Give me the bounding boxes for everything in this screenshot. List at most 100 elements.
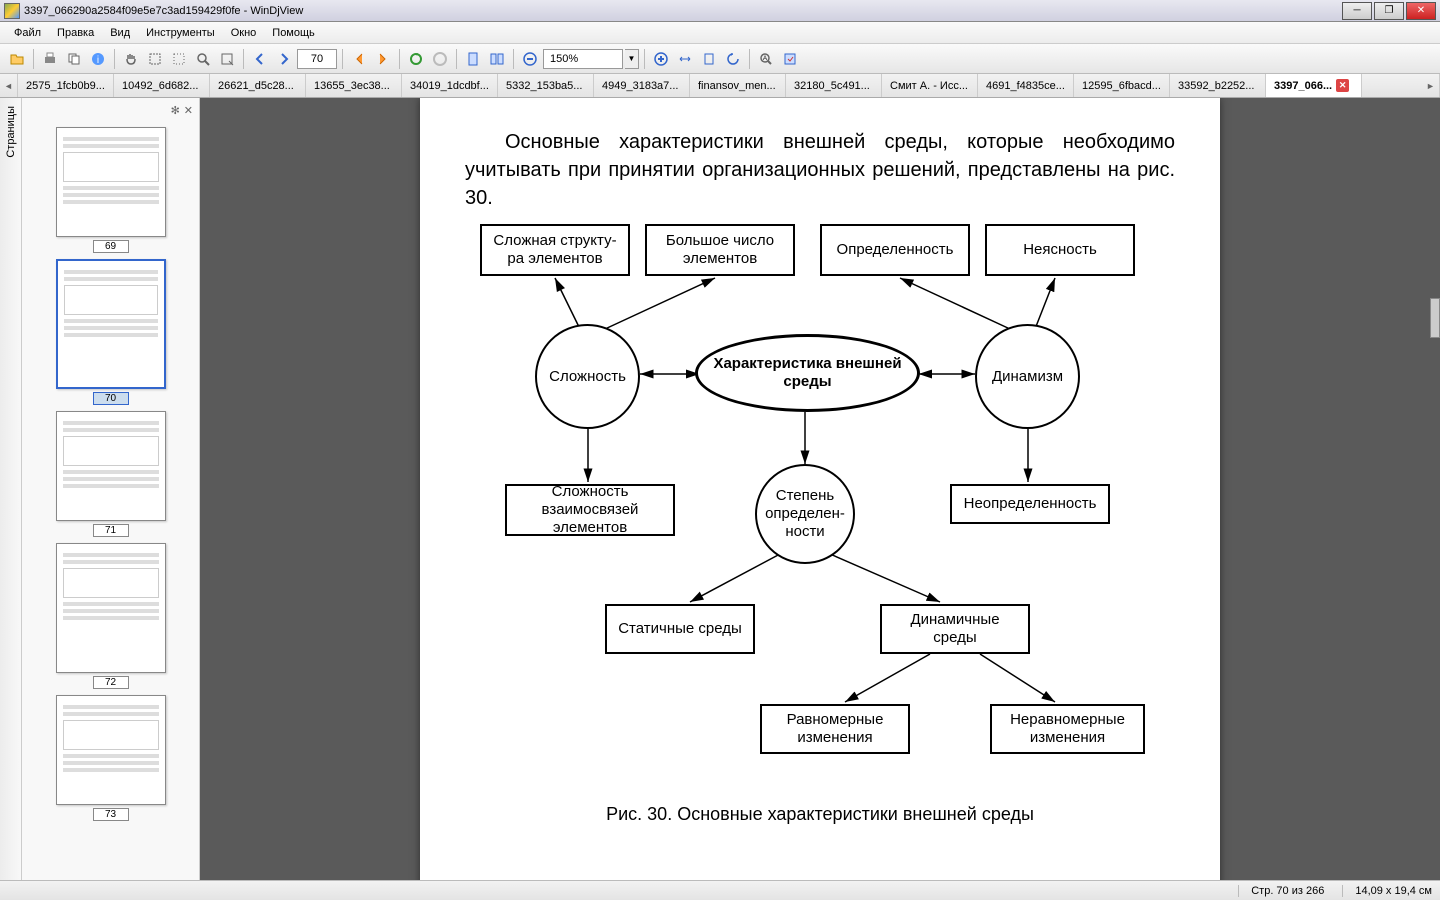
titlebar: 3397_066290a2584f09e5e7c3ad159429f0fe - … <box>0 0 1440 22</box>
find-button[interactable]: A <box>755 48 777 70</box>
menubar: Файл Правка Вид Инструменты Окно Помощь <box>0 22 1440 44</box>
tab-item[interactable]: 13655_3ec38... <box>306 74 402 97</box>
menu-edit[interactable]: Правка <box>49 24 102 42</box>
status-page: Стр. 70 из 266 <box>1238 885 1324 897</box>
menu-window[interactable]: Окно <box>223 24 265 42</box>
minimize-button[interactable]: ─ <box>1342 2 1372 20</box>
tab-item[interactable]: finansov_men... <box>690 74 786 97</box>
maximize-button[interactable]: ❐ <box>1374 2 1404 20</box>
diagram-node: Сложность <box>535 324 640 429</box>
diagram-node: Динамизм <box>975 324 1080 429</box>
print-button[interactable] <box>39 48 61 70</box>
svg-text:A: A <box>763 56 767 62</box>
tab-item[interactable]: 12595_6fbacd... <box>1074 74 1170 97</box>
zoom-input[interactable]: 150% <box>543 49 623 69</box>
diagram-node: Степень определен­ности <box>755 464 855 564</box>
main-area: Страницы ✻ ✕ 69 70 71 72 73 Основные характе… <box>0 98 1440 880</box>
thumbnail[interactable]: 69 <box>56 127 166 253</box>
copy-button[interactable] <box>63 48 85 70</box>
viewer-splitter[interactable] <box>1430 298 1440 338</box>
zoom-in-button[interactable] <box>650 48 672 70</box>
tab-item[interactable]: 3397_066...✕ <box>1266 74 1362 97</box>
tab-item[interactable]: 32180_5c491... <box>786 74 882 97</box>
fit-width-button[interactable] <box>674 48 696 70</box>
app-icon <box>4 3 20 19</box>
select-tool-button[interactable] <box>144 48 166 70</box>
open-button[interactable] <box>6 48 28 70</box>
zoom-dropdown[interactable]: ▼ <box>625 49 639 69</box>
thumbnail-label: 69 <box>93 240 129 253</box>
snapshot-tool-button[interactable] <box>216 48 238 70</box>
gear-icon[interactable]: ✻ <box>171 104 180 117</box>
diagram-node: Неясность <box>985 224 1135 276</box>
page-input[interactable] <box>297 49 337 69</box>
thumbnail-label: 72 <box>93 676 129 689</box>
statusbar: Стр. 70 из 266 14,09 x 19,4 см <box>0 880 1440 900</box>
window-title: 3397_066290a2584f09e5e7c3ad159429f0fe - … <box>24 5 1342 17</box>
tab-close-icon[interactable]: ✕ <box>1336 79 1349 92</box>
prev-page-button[interactable] <box>249 48 271 70</box>
diagram-node: Сложность взаимосвя­зей элементов <box>505 484 675 536</box>
magnify-tool-button[interactable] <box>192 48 214 70</box>
document-viewer: Основные характеристики внешней среды, к… <box>200 98 1440 880</box>
diagram-node: Статичные среды <box>605 604 755 654</box>
thumbnail-label: 73 <box>93 808 129 821</box>
layout-facing-button[interactable] <box>486 48 508 70</box>
thumbnails-panel: ✻ ✕ 69 70 71 72 73 <box>22 98 199 880</box>
diagram-node: Определенность <box>820 224 970 276</box>
sidebar-tab-pages[interactable]: Страницы <box>0 98 22 880</box>
sidebar: Страницы ✻ ✕ 69 70 71 72 73 <box>0 98 200 880</box>
svg-text:i: i <box>97 55 99 66</box>
tab-item[interactable]: 33592_b2252... <box>1170 74 1266 97</box>
diagram-node: Сложная структу­ра элементов <box>480 224 630 276</box>
menu-view[interactable]: Вид <box>102 24 138 42</box>
toolbar: i 150% ▼ A <box>0 44 1440 74</box>
tab-item[interactable]: 10492_6d682... <box>114 74 210 97</box>
diagram-node: Неравномерные изменения <box>990 704 1145 754</box>
menu-file[interactable]: Файл <box>6 24 49 42</box>
viewer-scroll[interactable]: Основные характеристики внешней среды, к… <box>200 98 1440 880</box>
tab-item[interactable]: 5332_153ba5... <box>498 74 594 97</box>
close-button[interactable]: ✕ <box>1406 2 1436 20</box>
thumbnail[interactable]: 73 <box>56 695 166 821</box>
diagram-node: Равномерные изменения <box>760 704 910 754</box>
diagram-node: Большое число элементов <box>645 224 795 276</box>
menu-tools[interactable]: Инструменты <box>138 24 223 42</box>
refresh-button[interactable] <box>405 48 427 70</box>
info-button[interactable]: i <box>87 48 109 70</box>
tab-item[interactable]: 26621_d5c28... <box>210 74 306 97</box>
forward-button[interactable] <box>372 48 394 70</box>
layout-single-button[interactable] <box>462 48 484 70</box>
diagram: Сложная структу­ра элементов Большое числ… <box>480 224 1160 784</box>
thumbnail-label: 71 <box>93 524 129 537</box>
rotate-left-button[interactable] <box>722 48 744 70</box>
diagram-node: Динамичные среды <box>880 604 1030 654</box>
fit-page-button[interactable] <box>698 48 720 70</box>
back-button[interactable] <box>348 48 370 70</box>
thumbnail[interactable]: 72 <box>56 543 166 689</box>
thumbnail[interactable]: 70 <box>56 259 166 405</box>
hand-tool-button[interactable] <box>120 48 142 70</box>
marquee-tool-button[interactable] <box>168 48 190 70</box>
tab-item[interactable]: 34019_1dcdbf... <box>402 74 498 97</box>
tab-item[interactable]: 4691_f4835ce... <box>978 74 1074 97</box>
paragraph-text: Основные характеристики внешней среды, к… <box>465 128 1175 212</box>
thumbnail[interactable]: 71 <box>56 411 166 537</box>
tab-item[interactable]: 2575_1fcb0b9... <box>18 74 114 97</box>
zoom-out-button[interactable] <box>519 48 541 70</box>
figure-caption: Рис. 30. Основные характеристики внешней… <box>465 804 1175 825</box>
menu-help[interactable]: Помощь <box>264 24 323 42</box>
page-content: Основные характеристики внешней среды, к… <box>420 98 1220 880</box>
tabbar: ◄ 2575_1fcb0b9...10492_6d682...26621_d5c… <box>0 74 1440 98</box>
stop-button[interactable] <box>429 48 451 70</box>
diagram-node: Характеристика внешней среды <box>695 334 920 412</box>
tab-item[interactable]: 4949_3183a7... <box>594 74 690 97</box>
sidebar-close-icon[interactable]: ✕ <box>184 104 193 117</box>
tab-scroll-right[interactable]: ► <box>1422 74 1440 97</box>
tab-scroll-left[interactable]: ◄ <box>0 74 18 97</box>
status-size: 14,09 x 19,4 см <box>1342 885 1432 897</box>
export-button[interactable] <box>779 48 801 70</box>
next-page-button[interactable] <box>273 48 295 70</box>
tab-item[interactable]: Смит А. - Исс... <box>882 74 978 97</box>
thumbnail-label: 70 <box>93 392 129 405</box>
